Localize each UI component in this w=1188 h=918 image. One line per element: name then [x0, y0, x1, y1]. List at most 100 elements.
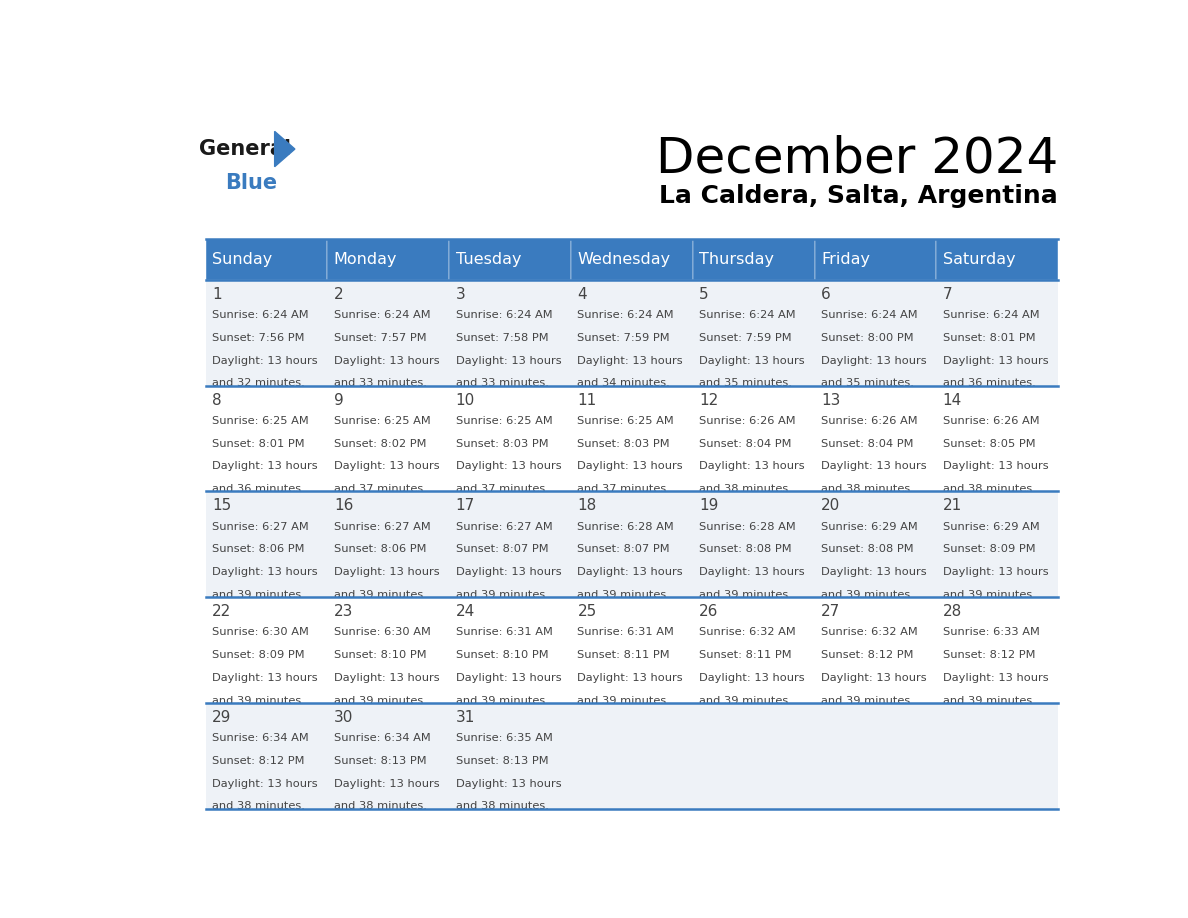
Bar: [815, 280, 936, 386]
Text: Daylight: 13 hours: Daylight: 13 hours: [821, 355, 927, 365]
Text: 20: 20: [821, 498, 840, 513]
Text: December 2024: December 2024: [656, 135, 1059, 183]
Text: Daylight: 13 hours: Daylight: 13 hours: [943, 462, 1049, 471]
Text: Daylight: 13 hours: Daylight: 13 hours: [577, 673, 683, 683]
Text: and 39 minutes.: and 39 minutes.: [577, 696, 670, 706]
Text: Sunset: 8:06 PM: Sunset: 8:06 PM: [211, 544, 304, 554]
Text: Sunrise: 6:25 AM: Sunrise: 6:25 AM: [211, 416, 309, 426]
Bar: [449, 703, 571, 809]
Text: 6: 6: [821, 286, 830, 302]
Text: Daylight: 13 hours: Daylight: 13 hours: [821, 462, 927, 471]
Text: Sunset: 8:07 PM: Sunset: 8:07 PM: [577, 544, 670, 554]
Text: and 36 minutes.: and 36 minutes.: [211, 484, 305, 494]
Bar: [206, 703, 328, 809]
Text: 26: 26: [700, 604, 719, 619]
Text: 2: 2: [334, 286, 343, 302]
Bar: [449, 491, 571, 597]
Text: Daylight: 13 hours: Daylight: 13 hours: [456, 673, 561, 683]
Text: Thursday: Thursday: [700, 252, 775, 267]
Bar: [328, 386, 449, 491]
Text: Daylight: 13 hours: Daylight: 13 hours: [943, 567, 1049, 577]
Text: Daylight: 13 hours: Daylight: 13 hours: [700, 673, 804, 683]
Text: Sunset: 8:12 PM: Sunset: 8:12 PM: [943, 650, 1035, 660]
Bar: [815, 597, 936, 703]
Text: Sunset: 8:08 PM: Sunset: 8:08 PM: [700, 544, 792, 554]
Text: Sunset: 8:04 PM: Sunset: 8:04 PM: [821, 439, 914, 449]
Text: Sunrise: 6:26 AM: Sunrise: 6:26 AM: [943, 416, 1040, 426]
Text: Daylight: 13 hours: Daylight: 13 hours: [577, 462, 683, 471]
Text: Sunset: 8:05 PM: Sunset: 8:05 PM: [943, 439, 1036, 449]
Text: 22: 22: [211, 604, 232, 619]
Bar: [206, 491, 328, 597]
Text: Daylight: 13 hours: Daylight: 13 hours: [456, 778, 561, 789]
Bar: [936, 239, 1059, 280]
Bar: [206, 239, 328, 280]
Text: Sunset: 8:13 PM: Sunset: 8:13 PM: [456, 756, 548, 766]
Text: Monday: Monday: [334, 252, 397, 267]
Text: Sunrise: 6:24 AM: Sunrise: 6:24 AM: [943, 310, 1040, 320]
Text: 28: 28: [943, 604, 962, 619]
Text: and 39 minutes.: and 39 minutes.: [334, 590, 426, 599]
Text: 8: 8: [211, 393, 222, 408]
Text: Tuesday: Tuesday: [456, 252, 522, 267]
Text: 15: 15: [211, 498, 232, 513]
Text: Sunset: 8:09 PM: Sunset: 8:09 PM: [211, 650, 304, 660]
Text: and 39 minutes.: and 39 minutes.: [943, 590, 1036, 599]
Text: Daylight: 13 hours: Daylight: 13 hours: [211, 462, 317, 471]
Text: Daylight: 13 hours: Daylight: 13 hours: [700, 355, 804, 365]
Text: and 34 minutes.: and 34 minutes.: [577, 378, 670, 388]
Text: and 38 minutes.: and 38 minutes.: [943, 484, 1036, 494]
Text: Sunrise: 6:35 AM: Sunrise: 6:35 AM: [456, 733, 552, 744]
Text: Sunset: 8:12 PM: Sunset: 8:12 PM: [821, 650, 914, 660]
Text: and 38 minutes.: and 38 minutes.: [821, 484, 914, 494]
Bar: [571, 386, 693, 491]
Text: and 37 minutes.: and 37 minutes.: [334, 484, 426, 494]
Bar: [936, 386, 1059, 491]
Text: Sunrise: 6:24 AM: Sunrise: 6:24 AM: [577, 310, 674, 320]
Text: and 37 minutes.: and 37 minutes.: [577, 484, 670, 494]
Bar: [693, 386, 815, 491]
Text: and 39 minutes.: and 39 minutes.: [456, 696, 549, 706]
Text: Sunset: 8:01 PM: Sunset: 8:01 PM: [943, 333, 1036, 343]
Text: and 39 minutes.: and 39 minutes.: [700, 590, 792, 599]
Text: Sunrise: 6:25 AM: Sunrise: 6:25 AM: [577, 416, 674, 426]
Text: 19: 19: [700, 498, 719, 513]
Text: Daylight: 13 hours: Daylight: 13 hours: [334, 778, 440, 789]
Text: Daylight: 13 hours: Daylight: 13 hours: [943, 355, 1049, 365]
Text: Sunset: 7:57 PM: Sunset: 7:57 PM: [334, 333, 426, 343]
Text: Daylight: 13 hours: Daylight: 13 hours: [334, 673, 440, 683]
Text: 16: 16: [334, 498, 353, 513]
Text: Sunrise: 6:32 AM: Sunrise: 6:32 AM: [700, 627, 796, 637]
Text: 29: 29: [211, 710, 232, 725]
Text: General: General: [200, 139, 291, 159]
Bar: [815, 491, 936, 597]
Text: 12: 12: [700, 393, 719, 408]
Bar: [571, 239, 693, 280]
Bar: [693, 597, 815, 703]
Text: 1: 1: [211, 286, 222, 302]
Text: 9: 9: [334, 393, 343, 408]
Text: Sunset: 8:10 PM: Sunset: 8:10 PM: [334, 650, 426, 660]
Text: and 38 minutes.: and 38 minutes.: [456, 801, 549, 812]
Text: Sunset: 8:01 PM: Sunset: 8:01 PM: [211, 439, 304, 449]
Bar: [571, 597, 693, 703]
Text: Daylight: 13 hours: Daylight: 13 hours: [211, 673, 317, 683]
Bar: [206, 597, 328, 703]
Bar: [328, 239, 449, 280]
Text: Sunrise: 6:24 AM: Sunrise: 6:24 AM: [456, 310, 552, 320]
Text: Sunrise: 6:28 AM: Sunrise: 6:28 AM: [577, 521, 674, 532]
Text: and 35 minutes.: and 35 minutes.: [821, 378, 914, 388]
Text: 23: 23: [334, 604, 353, 619]
Text: Sunrise: 6:24 AM: Sunrise: 6:24 AM: [211, 310, 309, 320]
Text: Sunset: 8:03 PM: Sunset: 8:03 PM: [456, 439, 548, 449]
Text: Sunset: 8:13 PM: Sunset: 8:13 PM: [334, 756, 426, 766]
Text: Daylight: 13 hours: Daylight: 13 hours: [821, 567, 927, 577]
Text: Sunset: 7:58 PM: Sunset: 7:58 PM: [456, 333, 548, 343]
Text: and 39 minutes.: and 39 minutes.: [821, 696, 914, 706]
Text: Daylight: 13 hours: Daylight: 13 hours: [943, 673, 1049, 683]
Text: Saturday: Saturday: [943, 252, 1016, 267]
Bar: [936, 491, 1059, 597]
Text: Sunrise: 6:30 AM: Sunrise: 6:30 AM: [211, 627, 309, 637]
Bar: [693, 703, 815, 809]
Text: and 38 minutes.: and 38 minutes.: [334, 801, 426, 812]
